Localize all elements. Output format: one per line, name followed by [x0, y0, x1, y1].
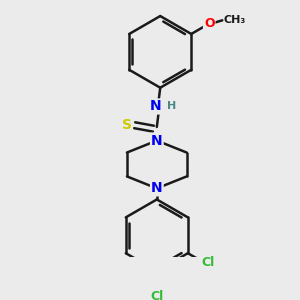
Text: N: N: [149, 100, 161, 113]
Text: O: O: [204, 17, 214, 30]
Text: N: N: [151, 182, 163, 195]
Text: Cl: Cl: [150, 290, 164, 300]
Text: N: N: [151, 134, 163, 148]
Text: CH₃: CH₃: [223, 15, 245, 25]
Text: S: S: [122, 118, 132, 132]
Text: Cl: Cl: [202, 256, 215, 269]
Text: H: H: [167, 100, 176, 111]
